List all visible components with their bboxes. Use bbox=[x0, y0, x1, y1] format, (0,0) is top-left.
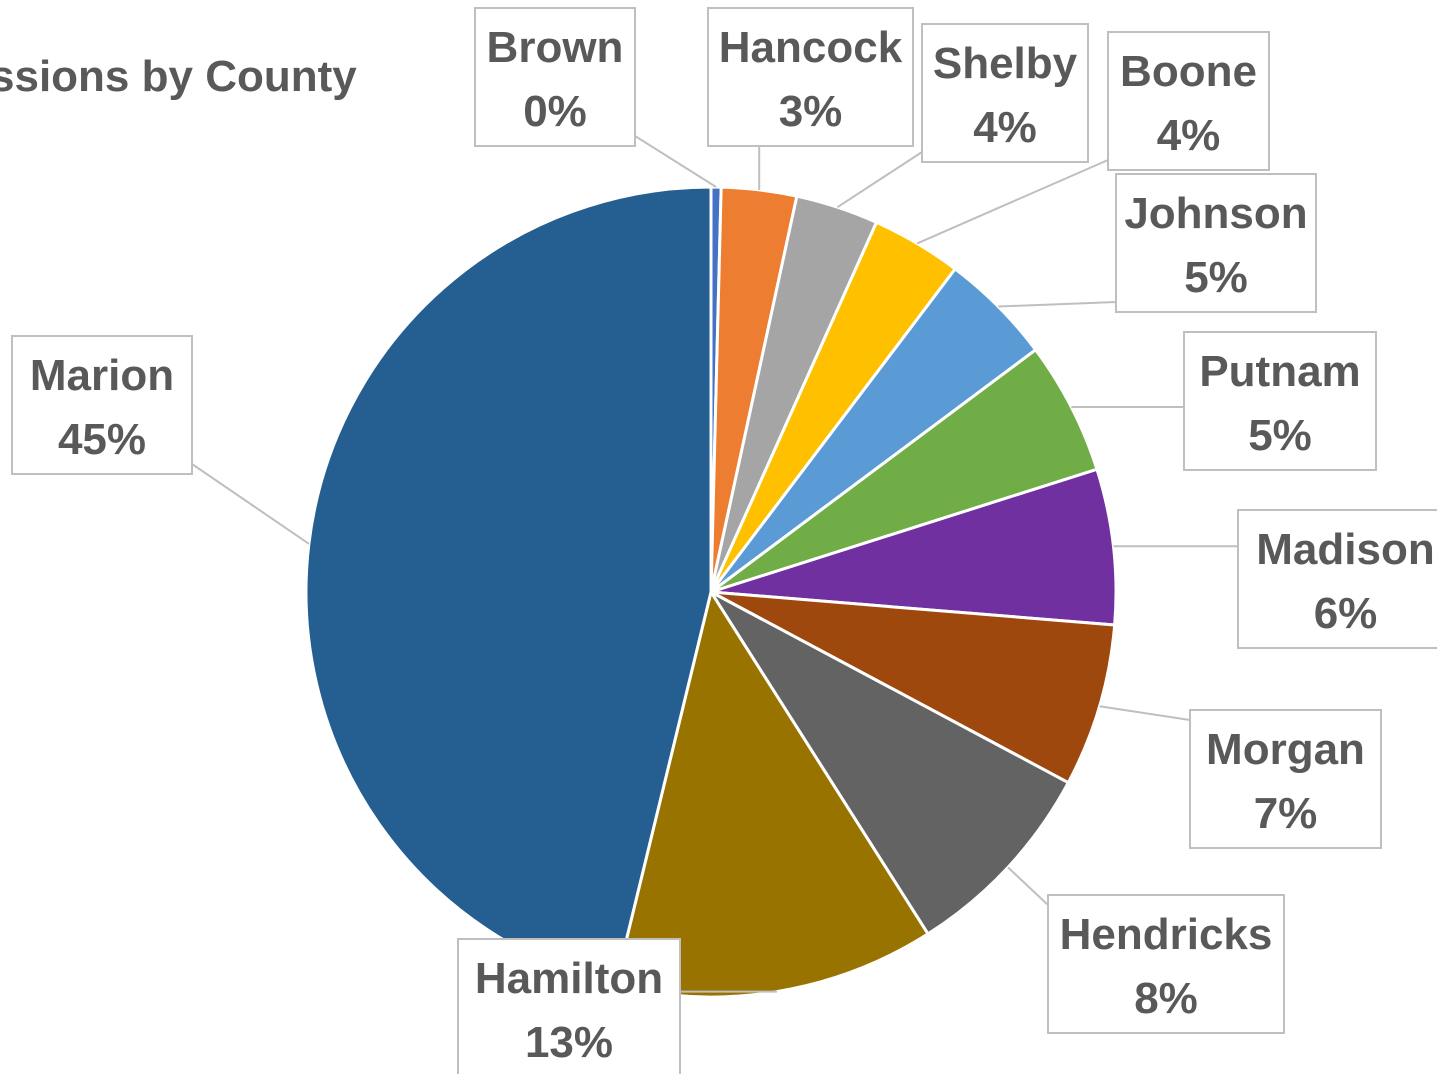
data-label-name-marion: Marion bbox=[30, 351, 174, 400]
data-label-name-putnam: Putnam bbox=[1199, 347, 1360, 396]
chart-title: Admissions by County bbox=[0, 52, 357, 102]
data-label-percent-brown: 0% bbox=[523, 87, 587, 136]
data-label-percent-boone: 4% bbox=[1157, 111, 1221, 160]
data-label-percent-marion: 45% bbox=[58, 415, 146, 464]
data-label-percent-shelby: 4% bbox=[973, 103, 1037, 152]
leader-line-hendricks bbox=[1008, 867, 1048, 905]
data-label-name-brown: Brown bbox=[487, 23, 624, 72]
data-label-name-madison: Madison bbox=[1256, 525, 1434, 574]
leader-line-brown bbox=[635, 136, 716, 187]
leader-line-morgan bbox=[1100, 706, 1190, 720]
data-label-name-shelby: Shelby bbox=[933, 39, 1078, 88]
data-label-name-johnson: Johnson bbox=[1124, 189, 1307, 238]
data-label-percent-putnam: 5% bbox=[1248, 411, 1312, 460]
data-label-name-hancock: Hancock bbox=[719, 23, 903, 72]
data-label-percent-madison: 6% bbox=[1314, 589, 1378, 638]
leader-line-marion bbox=[192, 464, 309, 544]
data-label-name-hamilton: Hamilton bbox=[475, 954, 663, 1003]
data-label-percent-hendricks: 8% bbox=[1134, 974, 1198, 1023]
leader-line-boone bbox=[917, 160, 1108, 243]
data-label-percent-hancock: 3% bbox=[779, 87, 843, 136]
leader-line-shelby bbox=[837, 152, 922, 207]
data-label-name-boone: Boone bbox=[1120, 47, 1257, 96]
data-label-percent-morgan: 7% bbox=[1254, 789, 1318, 838]
data-label-percent-johnson: 5% bbox=[1184, 253, 1248, 302]
data-label-name-morgan: Morgan bbox=[1206, 725, 1365, 774]
leader-line-johnson bbox=[998, 302, 1116, 307]
data-label-name-hendricks: Hendricks bbox=[1060, 910, 1273, 959]
data-label-percent-hamilton: 13% bbox=[525, 1018, 613, 1067]
